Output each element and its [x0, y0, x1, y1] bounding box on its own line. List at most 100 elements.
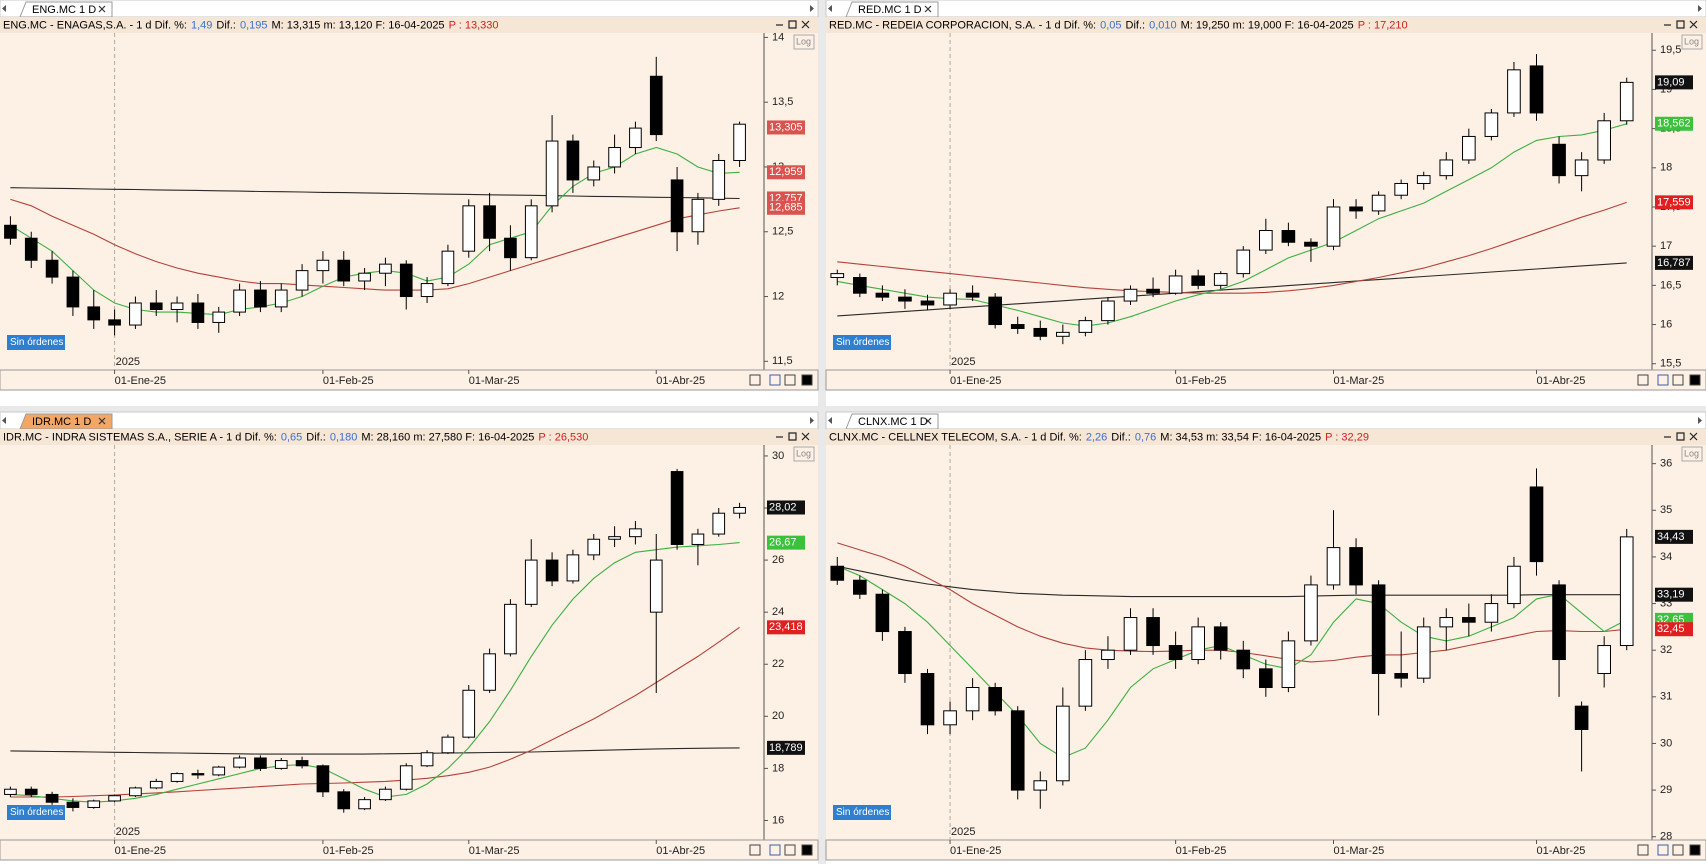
log-button[interactable] — [793, 446, 815, 462]
header-segment: M: 13,315 m: 13,120 F: 16-04-2025 — [272, 19, 445, 31]
header-segment: P : 32,29 — [1325, 431, 1369, 443]
x-tick-label: 01-Feb-25 — [323, 375, 374, 387]
orders-badge — [833, 805, 891, 820]
toolbar-autoscale[interactable] — [749, 844, 761, 856]
orders-badge — [833, 335, 891, 350]
toolbar-save[interactable] — [769, 844, 781, 856]
candle-body — [545, 140, 559, 207]
window-close[interactable] — [1689, 432, 1698, 441]
log-label[interactable]: Log — [796, 448, 811, 458]
candle-body — [483, 205, 496, 239]
window-maximize[interactable] — [788, 432, 797, 441]
moving-average-line — [837, 262, 1627, 317]
candle-body — [587, 166, 601, 181]
tab-label[interactable]: RED.MC 1 D — [858, 4, 922, 16]
toolbar-color[interactable] — [1689, 374, 1701, 386]
tab-scroll-right[interactable] — [1698, 5, 1702, 12]
y-tick-label: 16,5 — [1660, 279, 1681, 291]
tab-close[interactable] — [924, 417, 932, 425]
log-label[interactable]: Log — [1684, 36, 1699, 46]
tab-scroll-left[interactable] — [828, 417, 832, 424]
toolbar-save[interactable] — [769, 374, 781, 386]
price-tag-label: 12,685 — [769, 202, 803, 214]
candle-body — [649, 559, 663, 613]
tab-scroll-left[interactable] — [828, 5, 832, 12]
candle-body — [149, 302, 163, 310]
log-button[interactable] — [1681, 446, 1703, 462]
y-tick-label: 16 — [1660, 318, 1672, 330]
header-segment: 0,195 — [240, 19, 268, 31]
y-tick-label: 12,5 — [772, 226, 793, 238]
log-label[interactable]: Log — [796, 36, 811, 46]
candle-body — [1529, 65, 1544, 114]
window-maximize[interactable] — [1676, 20, 1685, 29]
candle-body — [170, 773, 184, 782]
candle-body — [853, 579, 867, 595]
tab-label[interactable]: CLNX.MC 1 D — [858, 416, 928, 428]
tab-close[interactable] — [98, 5, 106, 13]
tab-scroll-right[interactable] — [1698, 417, 1702, 424]
candle-body — [1484, 603, 1499, 623]
tab-label[interactable]: IDR.MC 1 D — [32, 416, 91, 428]
orders-label: Sin órdenes — [836, 337, 889, 348]
toolbar-pin[interactable] — [784, 844, 796, 856]
toolbar-autoscale[interactable] — [749, 374, 761, 386]
candle-body — [149, 780, 163, 789]
candle-body — [1213, 273, 1228, 286]
window-close[interactable] — [1689, 20, 1698, 29]
candle-body — [191, 773, 205, 776]
candle-body — [462, 205, 476, 252]
toolbar-pin[interactable] — [784, 374, 796, 386]
log-label[interactable]: Log — [1684, 448, 1699, 458]
year-label: 2025 — [116, 826, 140, 838]
y-tick-label: 30 — [772, 450, 784, 462]
window-maximize[interactable] — [788, 20, 797, 29]
toolbar-color[interactable] — [1689, 844, 1701, 856]
log-button[interactable] — [793, 34, 815, 50]
candle-body — [1304, 241, 1318, 247]
toolbar-color[interactable] — [801, 844, 813, 856]
tab-bar — [0, 411, 819, 430]
toolbar-pin[interactable] — [1672, 374, 1684, 386]
candle-body — [337, 791, 351, 810]
toolbar-autoscale[interactable] — [1637, 844, 1649, 856]
candle-body — [441, 250, 455, 285]
candle-body — [441, 736, 455, 754]
tab-close[interactable] — [924, 5, 932, 13]
header-segment: Dif.: — [1126, 19, 1146, 31]
toolbar-save[interactable] — [1657, 844, 1669, 856]
candle-body — [608, 536, 621, 540]
toolbar-autoscale[interactable] — [1637, 374, 1649, 386]
tab-scroll-left[interactable] — [2, 417, 6, 424]
window-maximize[interactable] — [1676, 432, 1685, 441]
plot-area — [0, 33, 764, 370]
tab-scroll-right[interactable] — [810, 417, 814, 424]
x-tick-label: 01-Abr-25 — [656, 845, 705, 857]
price-tag — [1655, 255, 1693, 270]
candle-body — [1349, 547, 1363, 586]
toolbar-color[interactable] — [801, 374, 813, 386]
window-close[interactable] — [801, 20, 810, 29]
header-segment: Dif.: — [1111, 431, 1131, 443]
window-close[interactable] — [801, 432, 810, 441]
x-tick-label: 01-Mar-25 — [1334, 375, 1385, 387]
tab-close[interactable] — [98, 417, 106, 425]
candle-body — [1281, 640, 1296, 689]
y-tick-label: 18 — [1660, 162, 1672, 174]
log-button[interactable] — [1681, 34, 1703, 50]
candle-body — [1010, 710, 1025, 791]
year-label: 2025 — [951, 826, 975, 838]
candle-body — [1394, 673, 1408, 679]
toolbar-save[interactable] — [1657, 374, 1669, 386]
candle-body — [316, 765, 330, 793]
candle-body — [524, 205, 538, 259]
toolbar-pin[interactable] — [1672, 844, 1684, 856]
tab-scroll-left[interactable] — [2, 5, 6, 12]
tab-label[interactable]: ENG.MC 1 D — [32, 4, 96, 16]
candle-body — [1101, 649, 1115, 661]
candle-body — [295, 760, 309, 767]
tab-scroll-right[interactable] — [810, 5, 814, 12]
orders-label: Sin órdenes — [10, 807, 63, 818]
candle-body — [66, 801, 80, 808]
moving-average-line — [837, 565, 1627, 598]
